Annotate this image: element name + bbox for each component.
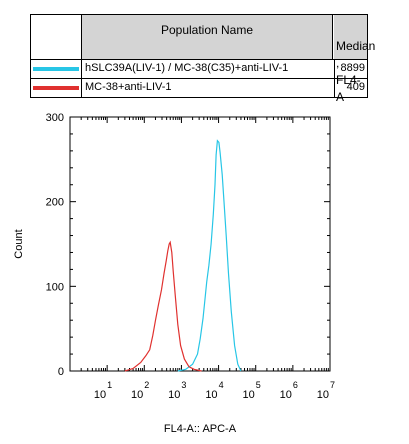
x-tick-label: 10 [205,389,217,401]
series-line-1 [124,240,202,372]
x-axis-title: FL4-A:: APC-A [164,423,237,435]
series-swatch-cell [31,60,82,78]
series-line-0 [177,139,242,372]
median-header: Median , FL4-A [334,15,375,104]
median-header-label: Median , FL4-A [336,39,376,104]
series-swatch-cell [31,79,82,97]
population-name-cell: hSLC39A(LIV-1) / MC-38(C35)+anti-LIV-1 [85,62,289,74]
y-tick-label: 300 [46,112,64,124]
x-tick-label: 10 [317,389,329,401]
x-tick-exponent: 6 [293,380,298,390]
x-tick-exponent: 7 [330,380,335,390]
y-axis: 0 100 200 300 [46,112,330,378]
x-tick-label: 10 [94,389,106,401]
population-name-header: Population Name [82,15,333,59]
x-tick-label: 10 [168,389,180,401]
table-row: hSLC39A(LIV-1) / MC-38(C35)+anti-LIV-1 8… [31,60,367,79]
median-cell: 8899 [334,60,367,78]
series-color-swatch [33,86,79,90]
swatch-header-cell [31,15,82,59]
y-tick-label: 0 [58,366,64,378]
x-tick-label: 10 [131,389,143,401]
median-cell: 409 [334,79,367,97]
x-tick-exponent: 1 [107,380,112,390]
x-tick-label: 10 [242,389,254,401]
x-tick-exponent: 3 [181,380,186,390]
y-tick-label: 200 [46,197,64,209]
series-layer [124,139,242,372]
table-row: MC-38+anti-LIV-1 409 [31,79,367,97]
plot-frame [69,116,331,372]
y-axis-title: Count [13,229,25,258]
series-color-swatch [33,67,79,71]
x-tick-exponent: 2 [144,380,149,390]
population-name-cell: MC-38+anti-LIV-1 [85,81,172,93]
x-tick-label: 10 [280,389,292,401]
x-tick-exponent: 5 [256,380,261,390]
table-header-row: Population Name Median , FL4-A [31,15,375,104]
x-tick-exponent: 4 [219,380,224,390]
population-name-header-label: Population Name [160,23,254,37]
y-tick-label: 100 [46,281,64,293]
population-table: Population Name Median , FL4-A hSLC39A(L… [30,14,375,104]
